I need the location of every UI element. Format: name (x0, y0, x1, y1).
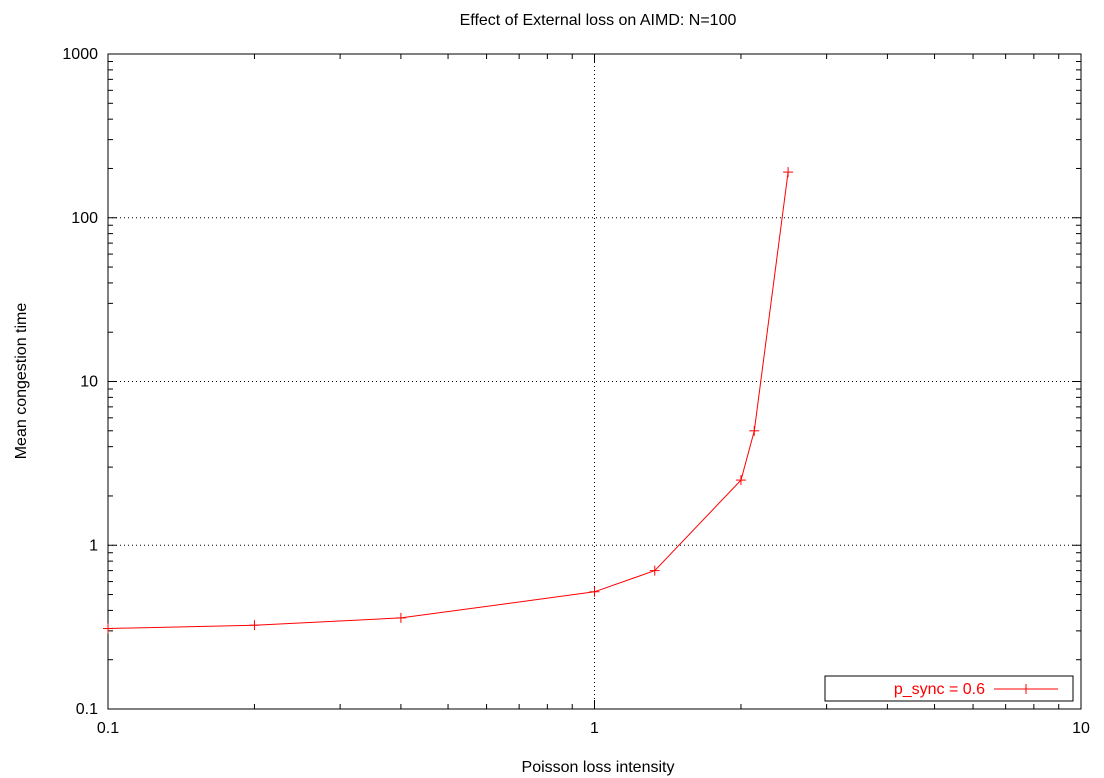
grid (108, 54, 1081, 709)
x-tick-label: 1 (590, 720, 599, 737)
series-line (107, 172, 789, 629)
y-tick-label: 0.1 (76, 701, 98, 718)
y-axis-label: Mean congestion time (13, 303, 30, 460)
plot-frame (107, 53, 1082, 710)
x-tick-label: 10 (1072, 720, 1090, 737)
legend-label: p_sync = 0.6 (894, 681, 985, 698)
series-layer (103, 167, 794, 634)
legend-box (824, 675, 1074, 702)
x-axis-label: Poisson loss intensity (522, 759, 675, 776)
legend-marker (1021, 684, 1031, 694)
y-tick-label: 1 (89, 537, 98, 554)
data-point (395, 612, 406, 623)
x-tick-label: 0.1 (97, 720, 119, 737)
data-point (749, 425, 760, 436)
data-point (589, 586, 600, 597)
ticks: 0.1 1 10 0.1 1 10 100 1000 (62, 46, 1090, 737)
data-point (649, 565, 660, 576)
data-point (249, 620, 260, 631)
data-point (783, 167, 794, 178)
legend: p_sync = 0.6 (824, 675, 1074, 702)
y-tick-label: 1000 (62, 46, 98, 63)
chart-title: Effect of External loss on AIMD: N=100 (460, 12, 737, 29)
data-point (735, 475, 746, 486)
y-tick-label: 100 (71, 210, 98, 227)
y-tick-label: 10 (80, 374, 98, 391)
data-point (103, 623, 113, 634)
